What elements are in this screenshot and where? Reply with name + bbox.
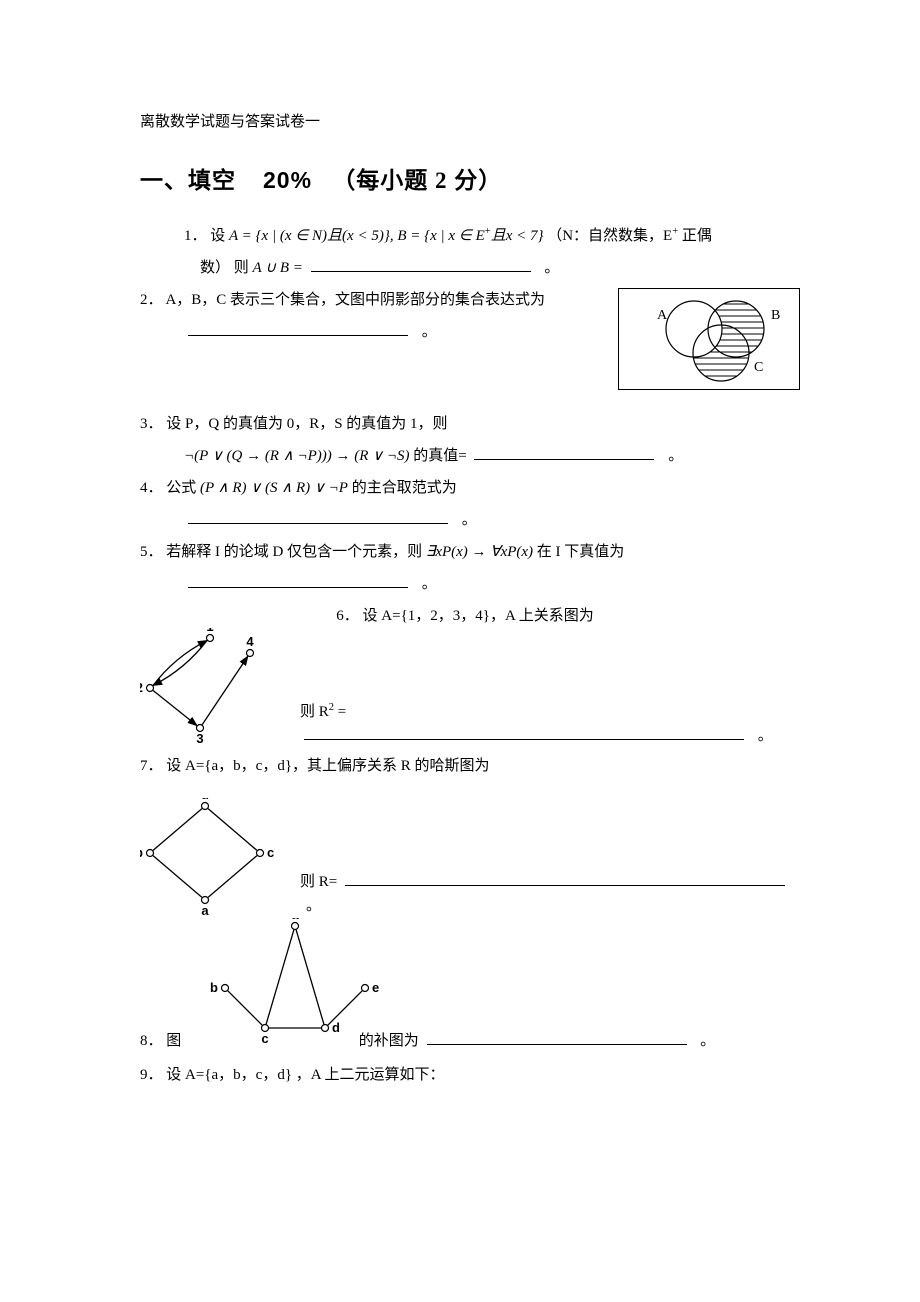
q4-post: 的主合取范式为 bbox=[352, 480, 457, 496]
svg-text:4: 4 bbox=[246, 634, 254, 649]
q4-end: 。 bbox=[462, 512, 477, 528]
q1-note1: （N：自然数集，E bbox=[547, 228, 672, 244]
q1-pre: 设 bbox=[210, 228, 229, 244]
q3-mid: 的真值= bbox=[413, 448, 466, 464]
question-4: 4． 公式 (P ∧ R) ∨ (S ∧ R) ∨ ¬P 的主合取范式为 bbox=[140, 476, 790, 500]
q5-pre: 若解释 I 的论域 D 仅包含一个元素，则 bbox=[166, 544, 426, 560]
q9-number: 9． bbox=[140, 1067, 163, 1083]
q1-note2: 正偶 bbox=[682, 228, 712, 244]
svg-text:e: e bbox=[372, 980, 379, 995]
question-9: 9． 设 A={a，b，c，d} ，A 上二元运算如下： bbox=[140, 1063, 790, 1087]
q6-then: 则 R bbox=[300, 704, 329, 720]
venn-label-c: C bbox=[754, 360, 763, 375]
q7-end: 。 bbox=[306, 898, 321, 914]
q3-blank bbox=[474, 444, 654, 460]
q8-blank bbox=[427, 1029, 687, 1045]
q1-expr: A ∪ B = bbox=[253, 260, 303, 276]
q6-text: 设 A={1，2，3，4}，A 上关系图为 bbox=[363, 608, 594, 624]
section-1-post: （每小题 2 分） bbox=[332, 168, 502, 193]
svg-text:b: b bbox=[210, 980, 218, 995]
question-3: 3． 设 P，Q 的真值为 0，R，S 的真值为 1，则 bbox=[140, 412, 790, 436]
question-5: 5． 若解释 I 的论域 D 仅包含一个元素，则 ∃xP(x) → ∀xP(x)… bbox=[140, 540, 790, 564]
q7-then: 则 R= bbox=[300, 874, 337, 890]
q5-expr: ∃xP(x) → ∀xP(x) bbox=[426, 544, 533, 560]
q1-blank bbox=[311, 256, 531, 272]
q6-number: 6． bbox=[336, 608, 359, 624]
q7-hasse-diagram: d b c a bbox=[140, 798, 280, 918]
question-1: 1． 设 A = {x | (x ∈ N)且(x < 5)}, B = {x |… bbox=[140, 224, 790, 248]
q5-blank bbox=[188, 572, 408, 588]
q8-pre: 图 bbox=[166, 1033, 181, 1049]
q1-line2-pre: 数） 则 bbox=[200, 260, 253, 276]
q1-number: 1． bbox=[184, 228, 207, 244]
doc-subtitle: 离散数学试题与答案试卷一 bbox=[140, 110, 790, 134]
q1-sup2: + bbox=[672, 226, 678, 237]
section-1-percent: 20% bbox=[263, 167, 312, 193]
q8-graph: abcde bbox=[210, 918, 390, 1043]
q1-end: 。 bbox=[544, 260, 559, 276]
q7-text: 设 A={a，b，c，d}，其上偏序关系 R 的哈斯图为 bbox=[166, 758, 489, 774]
venn-label-a: A bbox=[657, 308, 668, 323]
section-1-pre: 一、填空 bbox=[140, 168, 236, 193]
venn-diagram-svg: A B C bbox=[619, 289, 799, 389]
q2-number: 2． bbox=[140, 292, 163, 308]
q3-end: 。 bbox=[668, 448, 683, 464]
venn-label-b: B bbox=[771, 308, 780, 323]
q6-blank bbox=[304, 724, 744, 740]
svg-text:d: d bbox=[201, 798, 209, 802]
q7-blank bbox=[345, 870, 785, 886]
q5-post: 在 I 下真值为 bbox=[537, 544, 625, 560]
question-6-header: 6． 设 A={1，2，3，4}，A 上关系图为 bbox=[140, 604, 790, 628]
svg-text:3: 3 bbox=[196, 731, 203, 746]
q2-text: A，B，C 表示三个集合，文图中阴影部分的集合表达式为 bbox=[165, 292, 545, 308]
svg-text:a: a bbox=[201, 903, 209, 918]
q4-number: 4． bbox=[140, 480, 163, 496]
question-5-blank-row: 。 bbox=[140, 572, 790, 596]
question-7-graph-row: d b c a 则 R= 。 bbox=[140, 798, 790, 918]
question-6-graph-row: 1 2 3 4 则 R2 = 。 bbox=[140, 628, 790, 748]
q6-answer: 则 R2 = 。 bbox=[300, 700, 790, 748]
q6-eq: = bbox=[334, 704, 346, 720]
q1-set-def: A = {x | (x ∈ N)且(x < 5)}, B = {x | x ∈ … bbox=[229, 228, 485, 244]
q9-text: 设 A={a，b，c，d} ，A 上二元运算如下： bbox=[166, 1067, 444, 1083]
q4-blank bbox=[188, 508, 448, 524]
question-3-line2: ¬(P ∨ (Q → (R ∧ ¬P))) → (R ∨ ¬S) 的真值= 。 bbox=[140, 444, 790, 468]
q3-number: 3． bbox=[140, 416, 163, 432]
q2-end: 。 bbox=[422, 324, 437, 340]
q6-relation-graph: 1 2 3 4 bbox=[140, 628, 280, 748]
question-1-line2: 数） 则 A ∪ B = 。 bbox=[140, 256, 790, 280]
q5-end: 。 bbox=[422, 576, 437, 592]
svg-text:a: a bbox=[291, 918, 299, 922]
venn-diagram-box: A B C bbox=[618, 288, 800, 390]
q8-number: 8． bbox=[140, 1033, 163, 1049]
q2-blank bbox=[188, 320, 408, 336]
q4-expr: (P ∧ R) ∨ (S ∧ R) ∨ ¬P bbox=[200, 480, 348, 496]
svg-text:1: 1 bbox=[206, 628, 213, 634]
q1-set-tail: 且x < 7} bbox=[491, 228, 544, 244]
question-8: 8． 图 的补图为 。 bbox=[140, 1029, 790, 1053]
q7-answer: 则 R= 。 bbox=[300, 870, 790, 918]
svg-text:c: c bbox=[267, 845, 274, 860]
q8-post: 的补图为 bbox=[359, 1033, 419, 1049]
question-7: 7． 设 A={a，b，c，d}，其上偏序关系 R 的哈斯图为 bbox=[140, 754, 790, 778]
section-1-heading: 一、填空 20% （每小题 2 分） bbox=[140, 162, 790, 200]
svg-text:2: 2 bbox=[140, 680, 143, 695]
q5-number: 5． bbox=[140, 544, 163, 560]
question-2-block: 2． A，B，C 表示三个集合，文图中阴影部分的集合表达式为 。 bbox=[140, 288, 790, 412]
q4-pre: 公式 bbox=[166, 480, 196, 496]
q6-end: 。 bbox=[758, 728, 773, 744]
q7-number: 7． bbox=[140, 758, 163, 774]
q3-expr: ¬(P ∨ (Q → (R ∧ ¬P))) → (R ∨ ¬S) bbox=[184, 448, 409, 464]
svg-text:b: b bbox=[140, 845, 143, 860]
question-4-blank-row: 。 bbox=[140, 508, 790, 532]
q3-pre: 设 P，Q 的真值为 0，R，S 的真值为 1，则 bbox=[166, 416, 447, 432]
q8-end: 。 bbox=[700, 1033, 715, 1049]
